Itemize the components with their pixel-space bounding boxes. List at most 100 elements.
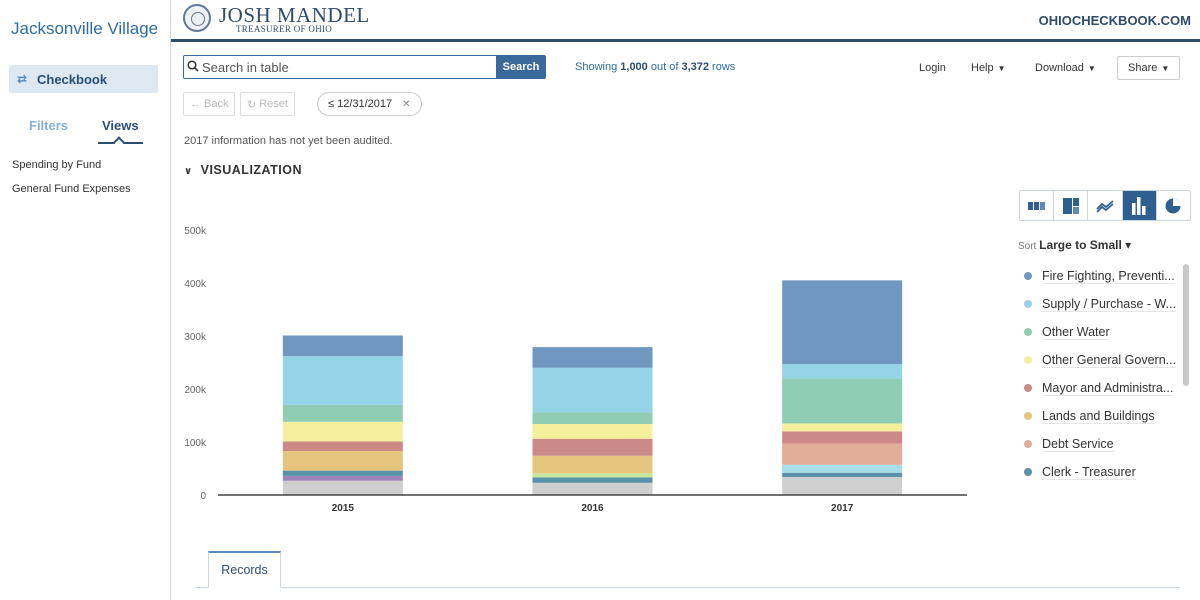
- bar-segment[interactable]: [282, 480, 403, 495]
- legend-swatch: [1024, 468, 1032, 476]
- treasurer-name: JOSH MANDEL: [219, 3, 370, 27]
- row-count-prefix: Showing: [575, 61, 618, 73]
- legend-swatch: [1024, 300, 1032, 308]
- bar-segment[interactable]: [282, 441, 403, 452]
- chart-type-bar-horizontal[interactable]: [1020, 191, 1055, 220]
- legend-scrollbar[interactable]: [1183, 264, 1189, 386]
- bar-segment[interactable]: [532, 423, 653, 439]
- legend-swatch: [1024, 272, 1032, 280]
- legend-item[interactable]: Fire Fighting, Preventi...: [1018, 262, 1178, 290]
- bar-segment[interactable]: [532, 438, 653, 456]
- legend-item[interactable]: Lands and Buildings: [1018, 402, 1178, 430]
- sort-value: Large to Small: [1039, 238, 1122, 252]
- chart-type-pie[interactable]: [1157, 191, 1190, 220]
- visualization-toggle[interactable]: ∨ VISUALIZATION: [184, 163, 302, 177]
- close-icon[interactable]: ✕: [402, 98, 411, 110]
- bar-segment[interactable]: [282, 356, 403, 405]
- bar-segment[interactable]: [782, 280, 903, 365]
- bar-segment[interactable]: [782, 431, 903, 444]
- legend-item[interactable]: Other General Govern...: [1018, 346, 1178, 374]
- legend-swatch: [1024, 328, 1032, 336]
- tabs-divider: [195, 587, 1180, 588]
- row-count-shown: 1,000: [620, 61, 648, 73]
- row-count-total: 3,372: [681, 61, 709, 73]
- legend-swatch: [1024, 412, 1032, 420]
- bar-segment[interactable]: [532, 477, 653, 483]
- bar-segment[interactable]: [782, 423, 903, 432]
- bar-segment[interactable]: [782, 476, 903, 495]
- search-input[interactable]: [202, 57, 492, 77]
- pie-chart-icon: [1165, 198, 1181, 213]
- chart-type-line[interactable]: [1088, 191, 1123, 220]
- reset-button[interactable]: ↻ Reset: [240, 92, 295, 116]
- y-tick-label: 300k: [184, 332, 207, 343]
- back-button[interactable]: ← Back: [183, 92, 236, 116]
- treemap-icon: [1062, 197, 1079, 214]
- audit-note: 2017 information has not yet been audite…: [184, 135, 393, 147]
- tab-records[interactable]: Records: [208, 551, 281, 588]
- bar-segment[interactable]: [532, 367, 653, 413]
- line-chart-icon: [1096, 199, 1114, 213]
- download-menu[interactable]: Download ▼: [1035, 56, 1096, 80]
- legend-label: Fire Fighting, Preventi...: [1042, 268, 1175, 284]
- search-button[interactable]: Search: [496, 55, 546, 79]
- y-tick-label: 200k: [184, 385, 207, 396]
- sort-dropdown[interactable]: Large to Small ▾: [1039, 238, 1132, 252]
- share-menu[interactable]: Share ▼: [1117, 56, 1181, 80]
- reset-icon: ↻: [247, 98, 257, 111]
- bar-segment[interactable]: [782, 378, 903, 424]
- site-name[interactable]: OHIOCHECKBOOK.COM: [1038, 13, 1191, 28]
- legend-item[interactable]: Mayor and Administra...: [1018, 374, 1178, 402]
- bar-segment[interactable]: [532, 473, 653, 478]
- bar-segment[interactable]: [282, 421, 403, 442]
- bar-segment[interactable]: [782, 364, 903, 379]
- legend-item[interactable]: Supply / Purchase - W...: [1018, 290, 1178, 318]
- chart-type-selector: [1019, 190, 1191, 221]
- legend-label: Other General Govern...: [1042, 352, 1177, 368]
- bar-segment[interactable]: [532, 412, 653, 424]
- bar-segment[interactable]: [782, 464, 903, 473]
- search-box: [183, 55, 497, 79]
- x-tick-label: 2015: [332, 503, 355, 514]
- y-tick-label: 0: [200, 491, 206, 502]
- view-link-general-fund-expenses[interactable]: General Fund Expenses: [12, 183, 131, 195]
- bar-segment[interactable]: [282, 404, 403, 422]
- bar-segment[interactable]: [532, 347, 653, 368]
- legend: Fire Fighting, Preventi... Supply / Purch…: [1018, 262, 1178, 486]
- bar-segment[interactable]: [782, 472, 903, 477]
- row-count-suffix: rows: [712, 61, 736, 73]
- tab-filters[interactable]: Filters: [29, 118, 69, 133]
- sort-row: Sort Large to Small ▾: [1018, 238, 1131, 252]
- back-label: Back: [204, 98, 229, 110]
- legend-label: Clerk - Treasurer: [1042, 464, 1136, 480]
- bar-segment[interactable]: [282, 451, 403, 471]
- legend-label: Lands and Buildings: [1042, 408, 1155, 424]
- chart-type-treemap[interactable]: [1054, 191, 1089, 220]
- row-count-out-of: out of: [650, 61, 679, 73]
- date-filter-chip[interactable]: ≤ 12/31/2017 ✕: [317, 92, 422, 116]
- chevron-down-icon: ▼: [1161, 63, 1170, 73]
- bar-segment[interactable]: [532, 455, 653, 474]
- bar-segment[interactable]: [282, 335, 403, 357]
- legend-item[interactable]: Clerk - Treasurer: [1018, 458, 1178, 486]
- help-menu[interactable]: Help ▼: [971, 56, 1006, 80]
- sidebar: Jacksonville Village ⇄ Checkbook Filters…: [0, 0, 171, 600]
- bar-segment[interactable]: [532, 482, 653, 495]
- bar-segment[interactable]: [282, 470, 403, 476]
- column-chart-icon: [1132, 196, 1146, 215]
- login-button[interactable]: Login: [919, 56, 946, 80]
- view-link-spending-by-fund[interactable]: Spending by Fund: [12, 159, 102, 171]
- legend-item[interactable]: Debt Service: [1018, 430, 1178, 458]
- chart-type-column[interactable]: [1122, 191, 1157, 220]
- legend-item[interactable]: Other Water: [1018, 318, 1178, 346]
- checkbook-button[interactable]: ⇄ Checkbook: [9, 65, 158, 93]
- reset-label: Reset: [259, 98, 288, 110]
- bar-segment[interactable]: [282, 475, 403, 481]
- y-tick-label: 500k: [184, 226, 207, 237]
- horizontal-bars-icon: [1027, 201, 1045, 210]
- bar-segment[interactable]: [782, 443, 903, 465]
- chevron-down-icon: ∨: [184, 166, 193, 177]
- tab-views[interactable]: Views: [102, 118, 139, 133]
- legend-label: Other Water: [1042, 324, 1110, 340]
